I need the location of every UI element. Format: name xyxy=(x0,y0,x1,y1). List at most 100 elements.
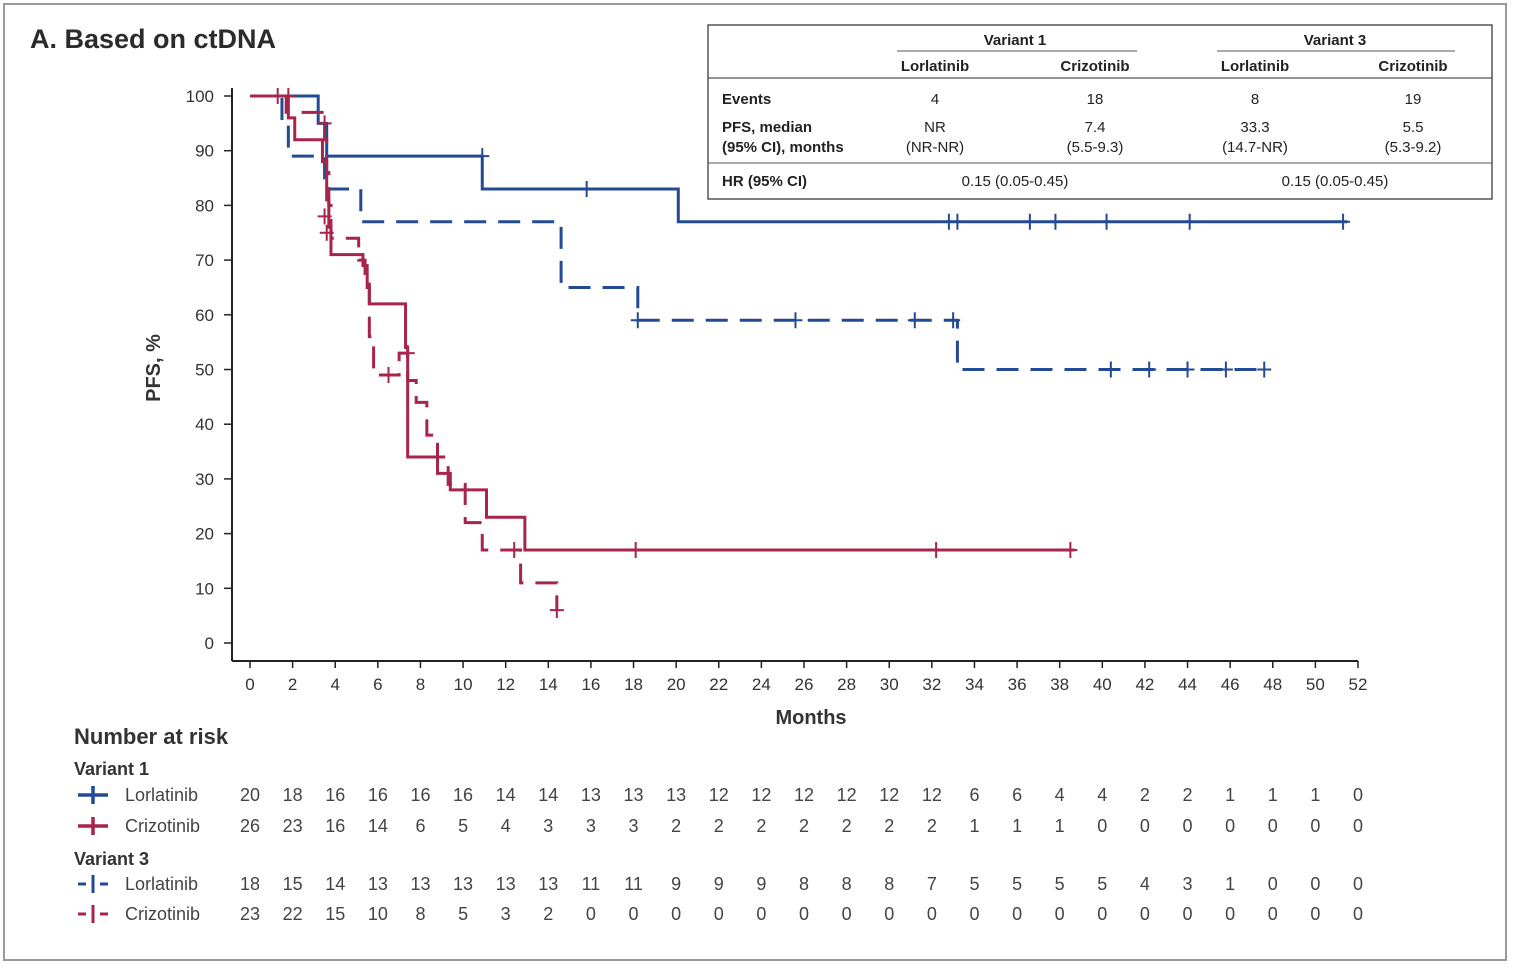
risk-value: 6 xyxy=(969,785,979,805)
risk-value: 0 xyxy=(1140,816,1150,836)
risk-value: 0 xyxy=(1097,816,1107,836)
risk-value: 0 xyxy=(1310,816,1320,836)
risk-values: 20 18 16 16 16 16 14 14 13 13 13 12 12 12 12 12 12 6 6 4 4 2 2… xyxy=(240,785,1363,924)
censor-mark xyxy=(317,208,332,225)
risk-value: 12 xyxy=(751,785,771,805)
events-value: 4 xyxy=(931,91,939,108)
risk-row-label: Lorlatinib xyxy=(125,785,198,805)
risk-value: 23 xyxy=(283,816,303,836)
row-label-pfs-ci: (95% CI), months xyxy=(722,139,844,156)
risk-value: 1 xyxy=(1055,816,1065,836)
censor-mark xyxy=(1218,361,1233,378)
pfs-median-value: NR xyxy=(924,119,946,136)
variant3-header: Variant 3 xyxy=(1304,32,1367,49)
censor-mark xyxy=(1063,542,1078,559)
pfs-ci-value: (NR-NR) xyxy=(906,139,964,156)
risk-value: 1 xyxy=(969,816,979,836)
risk-value: 5 xyxy=(1097,874,1107,894)
risk-value: 1 xyxy=(1225,785,1235,805)
x-tick-label: 38 xyxy=(1050,675,1069,694)
risk-value: 0 xyxy=(1225,816,1235,836)
x-tick-label: 26 xyxy=(795,675,814,694)
risk-value: 0 xyxy=(842,904,852,924)
x-ticks: 0 2 4 6 8 10 12 14 16 18 20 22 24 26 28 30 32 34 36 38 40 42 4… xyxy=(245,661,1367,694)
col-header: Crizotinib xyxy=(1378,58,1447,75)
row-label-events: Events xyxy=(722,91,771,108)
censor-mark xyxy=(1099,213,1114,230)
y-tick-label: 80 xyxy=(195,196,214,215)
risk-table: Number at risk Variant 1 Variant 3 Lorla… xyxy=(74,724,1363,924)
risk-value: 13 xyxy=(453,874,473,894)
risk-value: 4 xyxy=(1140,874,1150,894)
pfs-ci-value: (5.5-9.3) xyxy=(1067,139,1124,156)
x-tick-label: 4 xyxy=(330,675,339,694)
risk-value: 9 xyxy=(714,874,724,894)
risk-value: 11 xyxy=(582,874,601,894)
risk-value: 15 xyxy=(283,874,303,894)
x-tick-label: 42 xyxy=(1135,675,1154,694)
censor-mark xyxy=(1142,361,1157,378)
risk-value: 2 xyxy=(884,816,894,836)
risk-value: 14 xyxy=(496,785,516,805)
censor-mark xyxy=(381,366,396,383)
risk-value: 2 xyxy=(1140,785,1150,805)
risk-group-label: Variant 3 xyxy=(74,849,149,869)
risk-value: 10 xyxy=(368,904,388,924)
risk-value: 16 xyxy=(453,785,473,805)
x-tick-label: 30 xyxy=(880,675,899,694)
risk-value: 3 xyxy=(629,816,639,836)
risk-value: 0 xyxy=(927,904,937,924)
risk-value: 2 xyxy=(543,904,553,924)
risk-value: 0 xyxy=(1353,874,1363,894)
risk-value: 13 xyxy=(624,785,644,805)
x-tick-label: 8 xyxy=(416,675,425,694)
risk-value: 12 xyxy=(837,785,857,805)
censor-mark xyxy=(907,312,922,329)
risk-value: 5 xyxy=(1012,874,1022,894)
km-curve-variant-3-lorlatinib xyxy=(250,94,1265,371)
censor-mark xyxy=(579,180,594,197)
risk-value: 12 xyxy=(709,785,729,805)
risk-value: 5 xyxy=(1055,874,1065,894)
risk-value: 0 xyxy=(1353,904,1363,924)
hr-value: 0.15 (0.05-0.45) xyxy=(1282,173,1389,190)
variant1-header: Variant 1 xyxy=(984,32,1047,49)
censor-mark xyxy=(475,148,490,165)
y-axis-label: PFS, % xyxy=(143,334,165,402)
summary-table-border xyxy=(707,24,1493,200)
risk-value: 14 xyxy=(368,816,388,836)
y-ticks: 0 10 20 30 40 50 60 70 80 90 100 xyxy=(186,87,232,653)
risk-value: 14 xyxy=(325,874,345,894)
x-tick-label: 24 xyxy=(752,675,771,694)
row-label-hr: HR (95% CI) xyxy=(722,173,807,190)
chart-title: A. Based on ctDNA xyxy=(30,24,277,54)
pfs-ci-value: (5.3-9.2) xyxy=(1385,139,1442,156)
risk-value: 8 xyxy=(415,904,425,924)
censor-mark xyxy=(317,115,332,132)
censor-mark xyxy=(630,312,645,329)
risk-value: 13 xyxy=(410,874,430,894)
risk-value: 0 xyxy=(1268,816,1278,836)
risk-value: 13 xyxy=(581,785,601,805)
risk-value: 18 xyxy=(240,874,260,894)
censor-mark xyxy=(1022,213,1037,230)
y-tick-label: 100 xyxy=(186,87,214,106)
x-tick-label: 34 xyxy=(965,675,984,694)
censor-mark xyxy=(950,213,965,230)
x-tick-label: 20 xyxy=(667,675,686,694)
pfs-median-value: 7.4 xyxy=(1085,119,1106,136)
x-tick-label: 16 xyxy=(581,675,600,694)
x-axis-label: Months xyxy=(775,707,846,729)
risk-value: 0 xyxy=(1310,874,1320,894)
x-tick-label: 28 xyxy=(837,675,856,694)
risk-value: 12 xyxy=(922,785,942,805)
risk-value: 4 xyxy=(501,816,511,836)
x-tick-label: 48 xyxy=(1263,675,1282,694)
x-tick-label: 14 xyxy=(539,675,558,694)
risk-value: 14 xyxy=(538,785,558,805)
censor-mark xyxy=(319,224,334,241)
y-tick-label: 30 xyxy=(195,470,214,489)
risk-value: 4 xyxy=(1055,785,1065,805)
risk-value: 0 xyxy=(1268,904,1278,924)
risk-value: 5 xyxy=(458,816,468,836)
